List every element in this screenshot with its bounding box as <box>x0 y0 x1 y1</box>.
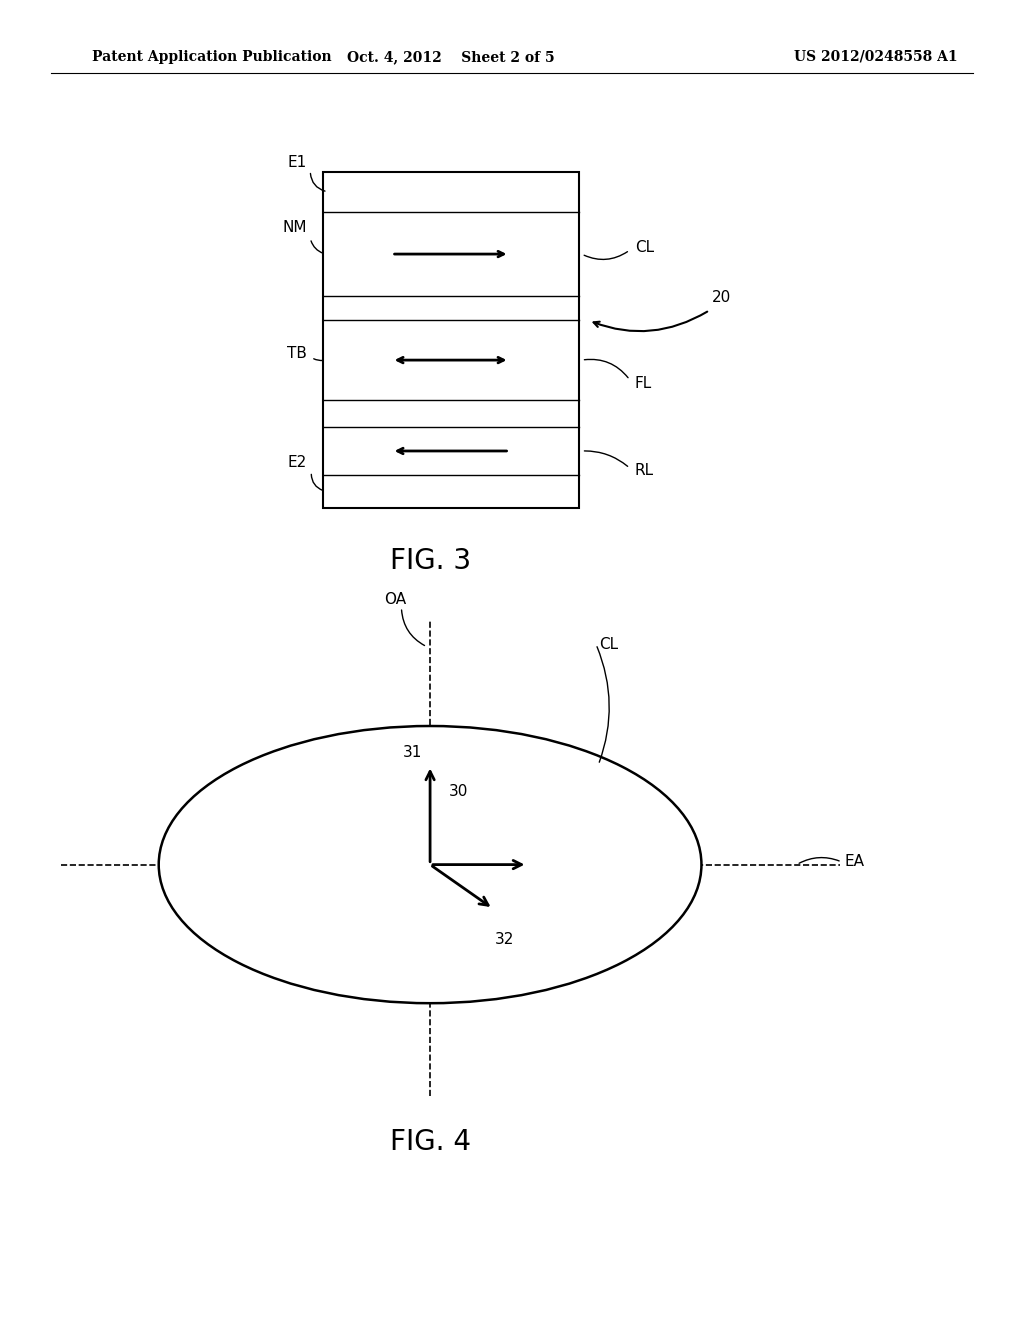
Text: Oct. 4, 2012    Sheet 2 of 5: Oct. 4, 2012 Sheet 2 of 5 <box>347 50 554 63</box>
Text: 31: 31 <box>402 744 422 760</box>
Text: EA: EA <box>845 854 865 870</box>
Text: 30: 30 <box>449 784 468 800</box>
Text: FIG. 4: FIG. 4 <box>389 1127 471 1156</box>
Text: CL: CL <box>635 240 654 255</box>
Bar <box>323 172 579 508</box>
Text: 20: 20 <box>712 289 731 305</box>
Text: E2: E2 <box>288 455 307 470</box>
Text: Patent Application Publication: Patent Application Publication <box>92 50 332 63</box>
Text: CL: CL <box>599 636 618 652</box>
Ellipse shape <box>159 726 701 1003</box>
Text: 32: 32 <box>495 932 514 948</box>
Text: OA: OA <box>384 591 407 607</box>
Text: RL: RL <box>635 463 654 478</box>
Text: FIG. 3: FIG. 3 <box>389 546 471 576</box>
Text: NM: NM <box>283 220 307 235</box>
Text: US 2012/0248558 A1: US 2012/0248558 A1 <box>794 50 957 63</box>
Text: TB: TB <box>288 346 307 360</box>
Text: FL: FL <box>635 376 652 391</box>
Text: E1: E1 <box>288 156 307 170</box>
